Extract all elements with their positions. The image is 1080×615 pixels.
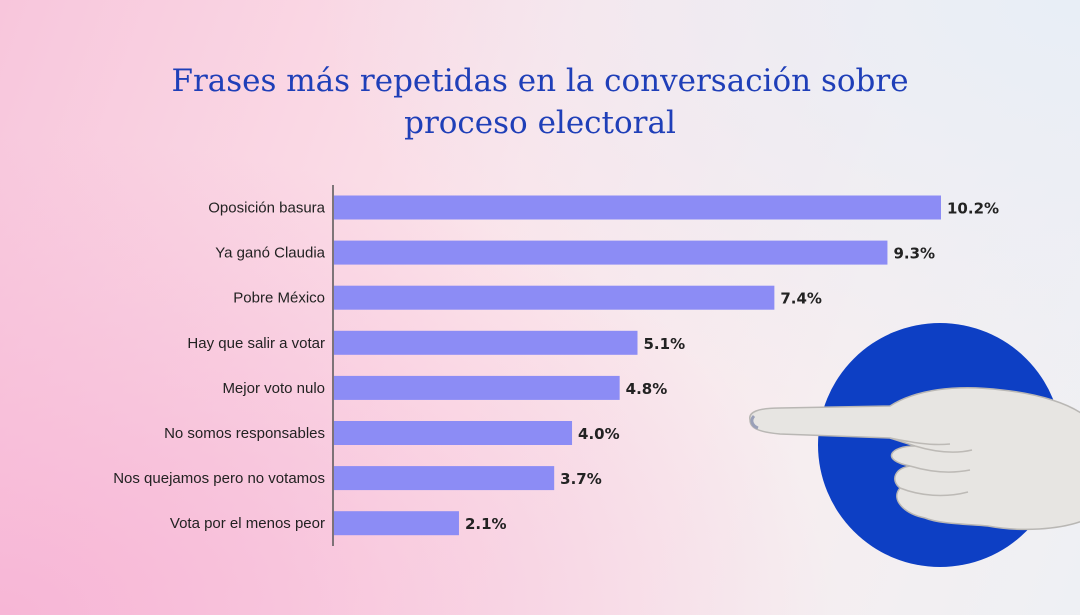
category-label-4: Mejor voto nulo [222, 380, 325, 397]
data-label-2: 7.4% [780, 290, 822, 308]
bar-3 [334, 330, 638, 355]
bar-2 [334, 285, 775, 310]
data-label-4: 4.8% [626, 380, 668, 398]
data-label-1: 9.3% [893, 245, 935, 263]
category-label-1: Ya ganó Claudia [215, 245, 325, 262]
category-label-2: Pobre México [233, 290, 325, 307]
bar-1 [334, 240, 888, 265]
category-label-6: Nos quejamos pero no votamos [113, 470, 325, 487]
category-label-0: Oposición basura [208, 200, 325, 217]
data-label-6: 3.7% [560, 470, 602, 488]
bar-0 [334, 195, 941, 220]
category-label-7: Vota por el menos peor [170, 515, 325, 532]
chart-title-line-2: proceso electoral [404, 105, 676, 141]
data-label-3: 5.1% [644, 335, 686, 353]
data-label-5: 4.0% [578, 425, 620, 443]
data-label-7: 2.1% [465, 515, 507, 533]
bars-layer: Oposición basura 10.2% Ya ganó Claudia 9.3%… [113, 195, 999, 536]
bar-4 [334, 375, 620, 400]
bar-6 [334, 466, 555, 491]
data-label-0: 10.2% [947, 200, 999, 218]
category-label-5: No somos responsables [164, 425, 325, 442]
bar-5 [334, 421, 573, 445]
pointing-hand-illustration [749, 323, 1080, 567]
chart-title: Frases más repetidas en la conversación … [0, 60, 1080, 144]
pointing-hand-icon [749, 386, 1080, 531]
chart-title-line-1: Frases más repetidas en la conversación … [171, 63, 909, 99]
bar-7 [334, 511, 459, 536]
category-label-3: Hay que salir a votar [187, 335, 325, 352]
